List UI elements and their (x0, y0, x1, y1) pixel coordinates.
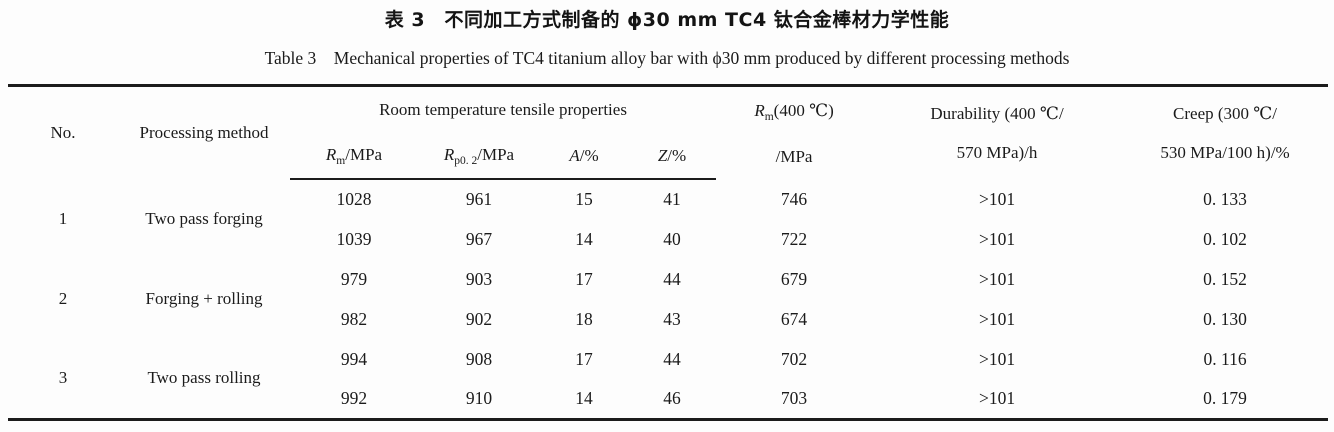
table-row: 992 910 14 46 703 >101 0. 179 (8, 379, 1328, 419)
table-row: 982 902 18 43 674 >101 0. 130 (8, 299, 1328, 339)
header-durability-line2: 570 MPa)/h (956, 143, 1038, 162)
cell-rp02: 903 (465, 268, 493, 289)
table-row: 1 Two pass forging 1028 961 15 41 746 >1… (8, 179, 1328, 229)
cell-rm: 982 (340, 308, 368, 329)
header-creep: Creep (300 ℃/ 530 MPa/100 h)/% (1122, 86, 1328, 180)
header-rm-400-line1: Rm(400 ℃) (754, 100, 834, 123)
cell-processing-method: Forging + rolling (145, 289, 263, 308)
cell-rp02: 967 (465, 228, 493, 249)
header-rm-400-line2: /MPa (775, 146, 813, 166)
header-rp02: Rp0. 2/MPa (418, 133, 540, 180)
cell-durability: >101 (978, 387, 1016, 408)
cell-a: 14 (575, 387, 593, 408)
cell-rm400: 703 (780, 387, 808, 408)
cell-creep: 0. 152 (1203, 268, 1247, 289)
cell-rm: 979 (340, 268, 368, 289)
cell-rm400: 679 (780, 268, 808, 289)
table-row: 1039 967 14 40 722 >101 0. 102 (8, 219, 1328, 259)
cell-rp02: 910 (465, 387, 493, 408)
cell-durability: >101 (978, 308, 1016, 329)
cell-rm400: 702 (780, 348, 808, 369)
cell-a: 17 (575, 348, 593, 369)
cell-durability: >101 (978, 188, 1016, 209)
cell-rm: 1039 (336, 228, 372, 249)
cell-z: 41 (663, 189, 681, 209)
header-creep-line2: 530 MPa/100 h)/% (1160, 143, 1290, 162)
header-rm: Rm/MPa (290, 133, 418, 180)
header-durability: Durability (400 ℃/ 570 MPa)/h (872, 86, 1122, 180)
table-caption-zh: 表 3 不同加工方式制备的 ϕ30 mm TC4 钛合金棒材力学性能 (384, 9, 950, 31)
cell-rm400: 746 (780, 188, 808, 209)
cell-rm: 992 (340, 387, 368, 408)
header-rm-400: Rm(400 ℃) /MPa (716, 86, 872, 180)
table-row: 2 Forging + rolling 979 903 17 44 679 >1… (8, 259, 1328, 309)
cell-rm400: 722 (780, 228, 808, 249)
header-elongation: A/% (540, 133, 628, 180)
header-creep-line1: Creep (300 ℃/ (1173, 104, 1278, 123)
cell-rp02: 908 (465, 348, 493, 369)
cell-z: 44 (663, 268, 681, 289)
cell-z: 44 (663, 348, 681, 369)
cell-z: 46 (663, 387, 681, 408)
cell-group-no: 1 (58, 209, 68, 228)
cell-creep: 0. 133 (1203, 188, 1247, 209)
cell-rm400: 674 (780, 308, 808, 329)
cell-creep: 0. 116 (1203, 348, 1247, 369)
cell-a: 17 (575, 268, 593, 289)
cell-creep: 0. 102 (1203, 228, 1247, 249)
cell-processing-method: Two pass forging (145, 209, 263, 228)
header-room-temp-group: Room temperature tensile properties (379, 100, 627, 119)
header-no: No. (50, 123, 76, 142)
cell-group-no: 3 (58, 368, 68, 388)
cell-processing-method: Two pass rolling (147, 368, 261, 388)
cell-creep: 0. 130 (1203, 308, 1247, 329)
cell-a: 15 (575, 189, 593, 209)
header-durability-line1: Durability (400 ℃/ (930, 104, 1064, 123)
cell-a: 14 (575, 228, 593, 249)
cell-durability: >101 (978, 268, 1016, 289)
header-processing-method: Processing method (139, 123, 269, 142)
cell-rm: 1028 (336, 189, 372, 209)
table-row: 3 Two pass rolling 994 908 17 44 702 >10… (8, 339, 1328, 388)
cell-a: 18 (575, 308, 593, 329)
cell-rp02: 902 (465, 308, 493, 329)
table-caption-en: Table 3 Mechanical properties of TC4 tit… (264, 48, 1070, 68)
header-reduction: Z/% (628, 133, 717, 180)
cell-creep: 0. 179 (1203, 387, 1247, 408)
cell-durability: >101 (978, 228, 1016, 249)
cell-z: 43 (663, 308, 681, 329)
cell-group-no: 2 (58, 289, 68, 308)
cell-rm: 994 (340, 348, 368, 369)
cell-z: 40 (663, 228, 681, 249)
cell-rp02: 961 (465, 189, 493, 209)
cell-durability: >101 (978, 348, 1016, 369)
mechanical-properties-table: No. Processing method Room temperature t… (8, 84, 1329, 421)
